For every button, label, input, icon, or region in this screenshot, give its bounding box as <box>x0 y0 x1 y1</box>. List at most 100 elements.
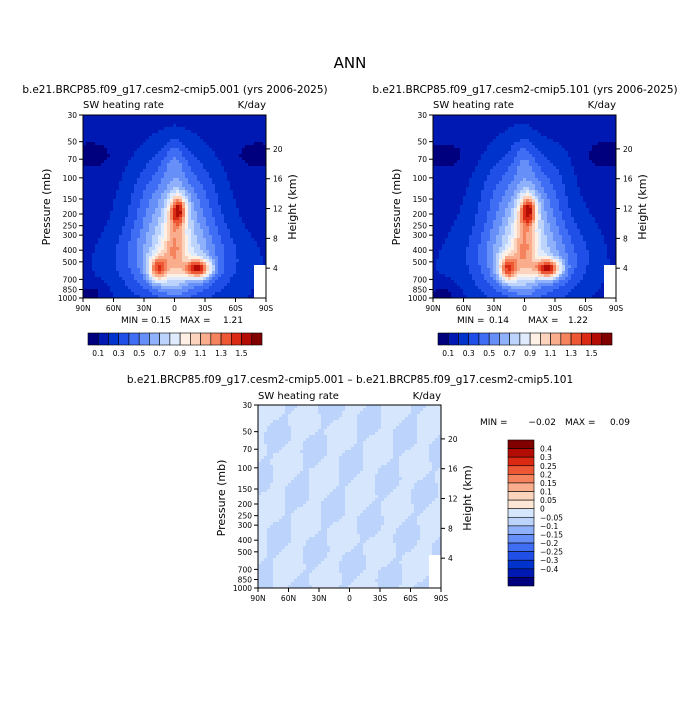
heatmap-cell <box>200 274 203 277</box>
heatmap-cell <box>251 265 254 268</box>
heatmap-cell <box>158 277 161 280</box>
heatmap-cell <box>221 256 224 259</box>
heatmap-cell <box>137 175 140 178</box>
heatmap-cell <box>475 172 478 175</box>
heatmap-cell <box>149 262 152 265</box>
heatmap-cell <box>580 115 583 118</box>
heatmap-cell <box>206 280 209 283</box>
heatmap-cell <box>179 193 182 196</box>
heatmap-cell <box>194 217 197 220</box>
heatmap-cell <box>182 175 185 178</box>
heatmap-cell <box>463 139 466 142</box>
heatmap-cell <box>463 154 466 157</box>
heatmap-cell <box>472 139 475 142</box>
heatmap-cell <box>173 211 176 214</box>
heatmap-cell <box>251 277 254 280</box>
heatmap-cell <box>149 217 152 220</box>
heatmap-cell <box>152 271 155 274</box>
heatmap-cell <box>173 127 176 130</box>
heatmap-cell <box>146 154 149 157</box>
heatmap-cell <box>230 151 233 154</box>
heatmap-cell <box>155 127 158 130</box>
heatmap-cell <box>191 214 194 217</box>
heatmap-cell <box>221 241 224 244</box>
heatmap-cell <box>107 121 110 124</box>
heatmap-cell <box>541 130 544 133</box>
heatmap-cell <box>245 241 248 244</box>
heatmap-cell <box>445 163 448 166</box>
heatmap-cell <box>173 292 176 295</box>
heatmap-cell <box>155 235 158 238</box>
heatmap-cell <box>481 151 484 154</box>
heatmap-cell <box>134 226 137 229</box>
heatmap-cell <box>233 241 236 244</box>
heatmap-cell <box>532 154 535 157</box>
heatmap-cell <box>601 130 604 133</box>
heatmap-cell <box>568 169 571 172</box>
heatmap-cell <box>107 136 110 139</box>
heatmap-cell <box>254 250 257 253</box>
heatmap-cell <box>589 130 592 133</box>
heatmap-cell <box>191 187 194 190</box>
heatmap-cell <box>119 274 122 277</box>
heatmap-cell <box>128 130 131 133</box>
heatmap-cell <box>185 127 188 130</box>
heatmap-cell <box>98 130 101 133</box>
heatmap-cell <box>511 166 514 169</box>
heatmap-cell <box>535 136 538 139</box>
heatmap-cell <box>242 124 245 127</box>
heatmap-cell <box>568 154 571 157</box>
heatmap-cell <box>517 127 520 130</box>
heatmap-cell <box>562 124 565 127</box>
heatmap-cell <box>514 151 517 154</box>
heatmap-cell <box>170 115 173 118</box>
heatmap-cell <box>182 220 185 223</box>
heatmap-cell <box>454 142 457 145</box>
heatmap-cell <box>125 163 128 166</box>
heatmap-cell <box>116 205 119 208</box>
heatmap-cell <box>137 238 140 241</box>
heatmap-cell <box>92 232 95 235</box>
heatmap-cell <box>257 121 260 124</box>
heatmap-cell <box>137 163 140 166</box>
heatmap-cell <box>568 115 571 118</box>
heatmap-cell <box>203 178 206 181</box>
heatmap-cell <box>245 277 248 280</box>
heatmap-cell <box>490 154 493 157</box>
heatmap-cell <box>571 118 574 121</box>
heatmap-cell <box>185 289 188 292</box>
heatmap-cell <box>137 139 140 142</box>
heatmap-cell <box>128 253 131 256</box>
heatmap-cell <box>110 139 113 142</box>
heatmap-cell <box>209 178 212 181</box>
heatmap-cell <box>203 280 206 283</box>
heatmap-cell <box>224 286 227 289</box>
heatmap-cell <box>224 115 227 118</box>
heatmap-cell <box>233 133 236 136</box>
heatmap-cell <box>580 163 583 166</box>
heatmap-cell <box>209 289 212 292</box>
heatmap-cell <box>125 241 128 244</box>
heatmap-cell <box>125 151 128 154</box>
heatmap-cell <box>164 229 167 232</box>
heatmap-cell <box>598 115 601 118</box>
heatmap-cell <box>571 121 574 124</box>
heatmap-cell <box>547 139 550 142</box>
heatmap-cell <box>107 247 110 250</box>
heatmap-cell <box>218 160 221 163</box>
heatmap-cell <box>152 223 155 226</box>
heatmap-cell <box>218 235 221 238</box>
heatmap-cell <box>517 169 520 172</box>
heatmap-cell <box>137 193 140 196</box>
heatmap-cell <box>122 193 125 196</box>
heatmap-cell <box>224 220 227 223</box>
heatmap-cell <box>122 148 125 151</box>
heatmap-cell <box>254 205 257 208</box>
heatmap-cell <box>149 163 152 166</box>
heatmap-cell <box>176 184 179 187</box>
heatmap-cell <box>245 118 248 121</box>
heatmap-cell <box>475 169 478 172</box>
heatmap-cell <box>571 127 574 130</box>
heatmap-cell <box>206 172 209 175</box>
heatmap-cell <box>158 136 161 139</box>
